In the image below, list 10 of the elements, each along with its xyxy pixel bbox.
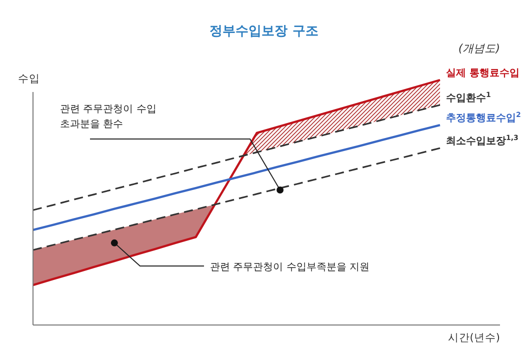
series-label: 추정통행료수입$^{2}$ <box>446 111 521 124</box>
text: (개념도) <box>458 42 500 55</box>
annotation: 관련 주무관청이 수입부족분을 지원 <box>210 262 370 273</box>
y-axis-title: 수입 <box>18 73 40 85</box>
x-axis-title: 시간(년수) <box>448 332 500 344</box>
series-label: 수입환수$^{1}$ <box>446 90 491 104</box>
series-label: 실제 통행료수입 <box>446 68 520 79</box>
annotation: 관련 주무관청이 수입 초과분을 환수 <box>60 104 156 130</box>
chart-title: 정부수입보장 구조 <box>210 24 318 39</box>
series-label: 최소수입보장$^{1,3}$ <box>446 134 519 148</box>
